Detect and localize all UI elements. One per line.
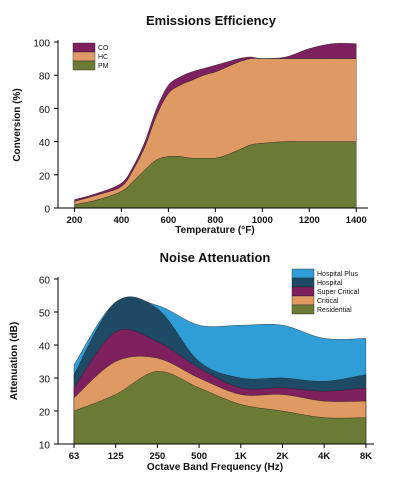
area-co <box>74 43 357 202</box>
area-residential <box>73 371 367 445</box>
chart1-y-tick-label: 80 <box>39 72 51 83</box>
chart2-y-tick-label: 30 <box>39 375 51 386</box>
chart1-x-tick-label: 1400 <box>346 215 367 226</box>
legend-swatch-hospital <box>291 277 315 288</box>
emissions-efficiency-chart: Emissions Efficiency 0 20 40 60 80 100 200 400 6… <box>12 13 368 236</box>
chart1-x-tick-label: 400 <box>113 215 129 226</box>
chart2-title: Noise Attenuation <box>160 250 271 265</box>
legend-swatch-residential <box>291 304 315 315</box>
chart1-x-tick-label: 800 <box>207 215 223 226</box>
legend-swatch-hospital-plus <box>291 268 315 279</box>
legend-label-co: CO <box>98 45 109 52</box>
chart2-x-tick-label: 2K <box>276 451 288 462</box>
chart2-x-tick-label: 4K <box>318 451 330 462</box>
legend-label-hospital-plus: Hospital Plus <box>317 271 358 278</box>
chart2-y-axis-label: Attenuation (dB) <box>9 322 20 400</box>
legend-label-hc: HC <box>98 54 108 61</box>
chart1-x-axis-label: Temperature (°F) <box>175 225 254 236</box>
chart1-y-axis-label: Conversion (%) <box>12 88 23 161</box>
chart2-y-tick-label: 20 <box>39 408 51 419</box>
chart1-y-tick-label: 60 <box>39 105 51 116</box>
chart2-x-tick-label: 500 <box>191 451 207 462</box>
chart2-x-tick-label: 63 <box>69 451 80 462</box>
legend-label-residential: Residential <box>317 307 352 314</box>
legend-label-super-critical: Super Critical <box>317 289 359 296</box>
chart1-y-tick-label: 20 <box>39 171 51 182</box>
legend-swatch-co <box>72 42 96 53</box>
chart2-x-tick-label: 8K <box>360 451 372 462</box>
legend-label-critical: Critical <box>317 298 339 305</box>
legend-swatch-pm <box>72 60 96 71</box>
legend-swatch-super-critical <box>291 286 315 297</box>
chart1-x-tick-label: 600 <box>160 215 176 226</box>
chart2-x-tick-label: 125 <box>108 451 125 462</box>
chart2-y-tick-label: 10 <box>39 441 51 452</box>
chart2-y-tick-label: 50 <box>39 309 51 320</box>
chart1-x-tick-label: 200 <box>67 215 83 226</box>
chart1-y-tick-label: 100 <box>33 39 50 50</box>
legend-label-hospital: Hospital <box>317 280 343 287</box>
chart1-title: Emissions Efficiency <box>146 13 277 28</box>
legend-swatch-hc <box>72 51 96 62</box>
legend-swatch-critical <box>291 295 315 306</box>
chart1-y-tick-label: 40 <box>39 138 51 149</box>
chart2-y-tick-label: 40 <box>39 342 51 353</box>
noise-attenuation-chart: Noise Attenuation 10 20 30 40 50 60 63 125 250 50… <box>9 250 374 473</box>
chart1-x-tick-label: 1000 <box>252 215 273 226</box>
chart2-x-tick-label: 250 <box>149 451 165 462</box>
legend-label-pm: PM <box>98 63 109 70</box>
chart2-x-axis-label: Octave Band Frequency (Hz) <box>147 462 283 473</box>
chart2-y-tick-label: 60 <box>39 276 51 287</box>
chart2-x-tick-label: 1K <box>235 451 247 462</box>
chart1-x-tick-label: 1200 <box>299 215 320 226</box>
chart1-y-tick-label: 0 <box>44 205 50 216</box>
